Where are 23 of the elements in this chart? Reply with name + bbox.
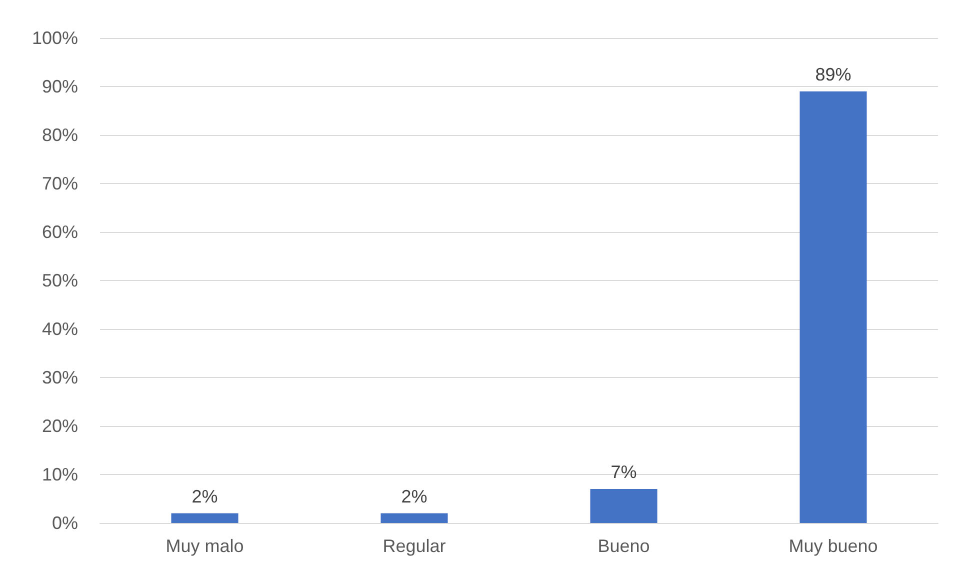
y-tick-label: 80%: [42, 125, 78, 145]
x-tick-label: Bueno: [598, 536, 650, 556]
bar: [800, 91, 867, 523]
y-tick-label: 60%: [42, 222, 78, 242]
data-label: 2%: [401, 486, 428, 506]
bar: [171, 513, 238, 523]
data-label: 89%: [815, 64, 852, 84]
x-tick-label: Muy malo: [166, 536, 244, 556]
bar: [590, 489, 658, 523]
y-tick-label: 50%: [42, 270, 78, 290]
y-tick-label: 0%: [52, 513, 78, 533]
data-label: 2%: [192, 486, 218, 506]
y-tick-label: 90%: [42, 76, 78, 96]
y-tick-label: 100%: [32, 28, 78, 48]
y-tick-label: 30%: [42, 368, 78, 388]
y-tick-label: 40%: [42, 319, 78, 339]
x-tick-label: Regular: [382, 536, 446, 556]
y-tick-label: 20%: [42, 416, 78, 436]
data-label: 7%: [610, 462, 637, 482]
bar: [380, 513, 448, 523]
y-tick-label: 70%: [42, 174, 78, 194]
x-tick-label: Muy bueno: [788, 536, 878, 556]
y-tick-label: 10%: [42, 464, 78, 484]
